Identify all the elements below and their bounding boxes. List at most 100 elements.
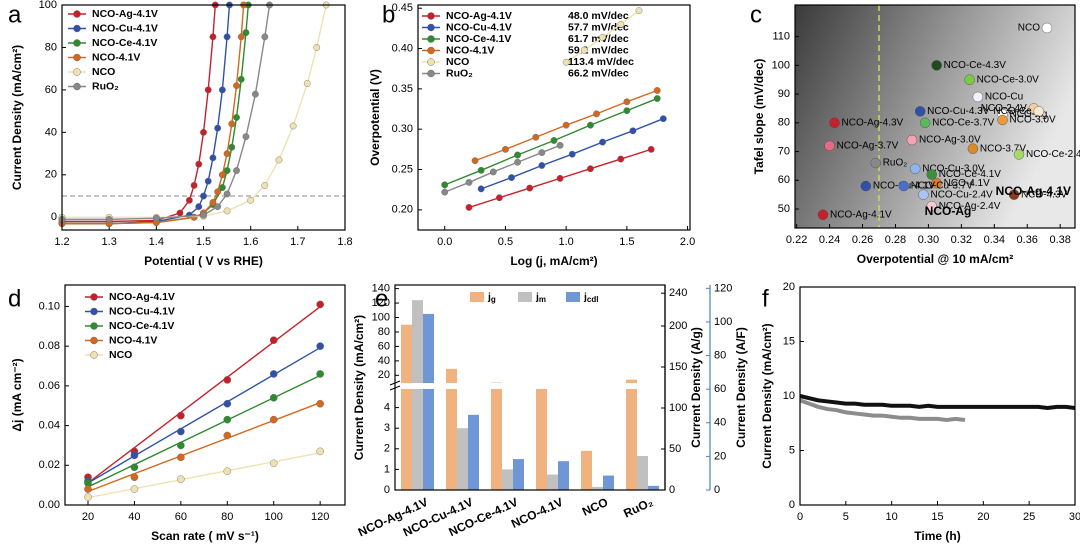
y-axis-title: Current Density (A/g)	[689, 327, 703, 448]
data-point	[906, 134, 918, 146]
data-point	[653, 95, 661, 102]
panel-label: e	[375, 285, 388, 312]
data-point	[659, 115, 667, 123]
data-point	[316, 370, 324, 378]
legend-marker	[427, 69, 435, 78]
x-tick-label: 0.0	[437, 236, 452, 248]
data-point	[502, 145, 509, 153]
data-point	[568, 150, 576, 158]
data-point	[251, 90, 259, 98]
x-axis-title: Log (j, mA/cm²)	[510, 254, 597, 268]
x-tick-label: 1.2	[54, 236, 69, 248]
data-point	[200, 128, 207, 136]
data-point	[1041, 22, 1053, 34]
y-tick-label: 0.04	[39, 419, 60, 431]
data-point	[532, 133, 540, 141]
legend-marker	[90, 336, 98, 345]
data-point	[617, 155, 625, 163]
data-point	[465, 179, 473, 186]
fit-line	[87, 452, 321, 499]
bar	[513, 459, 524, 490]
y-tick-label: 1	[384, 463, 390, 475]
data-point	[185, 196, 193, 204]
y-tick-label: 0	[669, 484, 675, 496]
data-point	[177, 441, 185, 450]
y-tick-label: 100	[39, 0, 57, 11]
data-point	[580, 46, 588, 54]
x-tick-label: 0.34	[984, 234, 1005, 246]
legend-value: 48.0 mV/dec	[568, 10, 629, 22]
data-point	[130, 485, 139, 493]
data-point	[316, 342, 324, 350]
legend-label: NCO	[92, 66, 115, 78]
panel-label: f	[762, 285, 769, 312]
point-label: NCO-Ce-3.0V	[977, 74, 1040, 85]
x-tick-label: 120	[311, 511, 329, 523]
plot-frame	[794, 4, 1076, 229]
bar	[637, 456, 648, 490]
data-point	[550, 137, 558, 144]
x-tick-label: 0.30	[918, 234, 939, 246]
y-axis-title: Current Density (mA/cm²)	[10, 45, 24, 190]
point-label: NCO-4.3V	[1021, 189, 1067, 200]
data-point	[269, 393, 278, 402]
y-tick-label: 0.06	[39, 380, 60, 392]
data-point	[247, 196, 255, 204]
point-label: NCO-Cu-3.7V	[911, 181, 974, 192]
y-axis-title: Tafel slope (mV/dec)	[752, 59, 766, 175]
data-point	[316, 447, 324, 456]
y-tick-label: 100	[714, 316, 732, 328]
data-point	[303, 80, 311, 87]
data-point	[629, 127, 637, 135]
y-axis-title: Δj (mA cm⁻²)	[10, 358, 24, 431]
y-tick-label: 0.10	[39, 300, 60, 312]
y-tick-label: 0.00	[39, 499, 60, 511]
data-point	[242, 29, 250, 36]
point-label: NCO-Ce-4.1V	[939, 169, 1002, 180]
legend-marker	[90, 322, 98, 330]
legend-marker	[427, 46, 435, 55]
series-line	[62, 4, 327, 218]
legend-label: NCO-Ag-4.1V	[109, 291, 175, 303]
legend-label: NCO-Ce-4.1V	[92, 37, 157, 49]
data-point	[195, 203, 203, 211]
fit-line	[87, 402, 321, 493]
x-tick-label: 1.8	[337, 236, 352, 248]
y-tick-label: 40	[714, 417, 726, 429]
fit-line	[87, 306, 321, 484]
data-point	[593, 110, 600, 118]
bar	[547, 474, 558, 490]
data-point	[817, 209, 829, 220]
data-point	[261, 182, 269, 189]
data-point	[84, 485, 92, 493]
data-point	[477, 185, 485, 193]
y-tick-label: 60	[378, 340, 390, 352]
legend-value: 113.4 mV/dec	[568, 56, 634, 68]
legend-label: NCO-4.1V	[446, 44, 494, 56]
y-tick-label: 0	[714, 484, 720, 496]
data-point	[1008, 189, 1020, 200]
y-tick-label: 5	[789, 444, 795, 456]
plot-frame	[799, 286, 1076, 506]
y-tick-label: 20	[378, 369, 390, 381]
data-point	[233, 167, 240, 174]
legend-marker	[427, 23, 435, 32]
axis-break	[391, 383, 669, 389]
data-point	[209, 154, 217, 162]
data-point	[926, 200, 937, 212]
data-point	[200, 192, 207, 200]
y-axis-title: Current Density (mA/cm²)	[760, 323, 774, 468]
x-tick-label: 0.24	[819, 234, 840, 246]
data-point	[237, 75, 245, 83]
legend-label: NCO-Ce-4.1V	[446, 33, 511, 45]
legend-label: jm	[535, 291, 546, 304]
point-label: NCO-Cu-4.3V	[927, 106, 990, 117]
data-point	[223, 190, 231, 198]
data-point	[514, 151, 521, 159]
bar	[648, 485, 659, 490]
data-point	[204, 86, 212, 94]
panel-label: b	[382, 1, 395, 28]
legend-label: NCO	[446, 56, 469, 68]
y-tick-label: 20	[783, 281, 795, 293]
legend-label: RuO₂	[446, 67, 473, 79]
